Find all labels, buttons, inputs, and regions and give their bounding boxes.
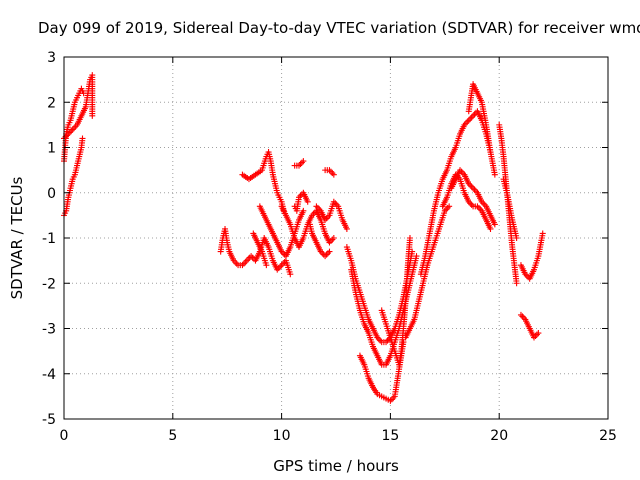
data-point	[475, 204, 482, 211]
data-point	[468, 114, 475, 121]
data-point	[487, 225, 494, 232]
data-point	[287, 271, 294, 278]
data-point	[330, 235, 337, 241]
axis-ticks: 0 5 10 15 20 25 -5 -4 -3 -2 -1 0 1 2 3	[42, 50, 617, 444]
data-point	[413, 253, 420, 260]
data-point	[263, 262, 270, 269]
data-point	[300, 207, 307, 214]
data-point	[233, 260, 240, 267]
y-tick-label: -1	[42, 231, 56, 247]
data-point	[384, 337, 391, 344]
data-point	[280, 260, 287, 267]
data-point	[535, 330, 542, 337]
data-point	[519, 313, 526, 320]
data-point	[325, 250, 332, 257]
data-point	[467, 115, 474, 122]
data-point	[491, 221, 498, 228]
y-tick-label: 3	[47, 50, 56, 66]
data-point	[300, 158, 307, 165]
data-point	[471, 111, 478, 118]
data-point	[248, 253, 255, 260]
y-tick-label: 2	[47, 95, 56, 111]
data-point	[249, 254, 256, 261]
data-point	[79, 135, 86, 142]
data-point	[470, 112, 477, 119]
y-axis-label: SDTVAR / TECUs	[8, 176, 26, 299]
data-point	[470, 185, 477, 192]
data-point	[327, 168, 334, 175]
data-point	[513, 235, 520, 241]
x-tick-label: 25	[599, 428, 617, 444]
data-point	[513, 280, 520, 287]
data-point	[517, 311, 524, 318]
data-point	[539, 230, 546, 237]
data-point	[245, 256, 252, 263]
data-point	[533, 331, 540, 338]
data-point	[491, 171, 498, 178]
data-point	[63, 132, 70, 139]
x-tick-label: 10	[273, 428, 291, 444]
data-point	[242, 259, 249, 266]
data-point	[240, 260, 247, 267]
data-point	[464, 118, 471, 125]
data-point	[297, 161, 304, 168]
y-tick-label: -4	[42, 367, 56, 383]
data-point	[71, 124, 78, 131]
data-point	[468, 201, 475, 208]
x-tick-label: 15	[381, 428, 399, 444]
data-point	[326, 248, 333, 255]
y-tick-label: 1	[47, 141, 56, 157]
y-tick-label: -3	[42, 322, 56, 338]
data-point	[323, 251, 330, 258]
data-point	[322, 253, 329, 260]
data-point	[444, 204, 451, 211]
x-tick-label: 0	[60, 428, 69, 444]
data-point	[329, 170, 336, 177]
data-point	[313, 203, 320, 210]
data-point	[388, 396, 395, 403]
data-point	[330, 171, 337, 178]
chart-title: Day 099 of 2019, Sidereal Day-to-day VTE…	[38, 19, 640, 37]
data-point	[471, 186, 478, 193]
data-point	[406, 235, 413, 241]
data-point	[277, 263, 284, 270]
data-point	[62, 133, 69, 140]
data-point	[243, 257, 250, 264]
data-point	[446, 203, 453, 210]
data-point	[329, 236, 336, 243]
data-point	[89, 112, 96, 119]
data-point	[343, 225, 350, 232]
data-point	[487, 149, 494, 156]
data-point	[468, 183, 475, 190]
data-point	[304, 198, 311, 205]
y-tick-label: 0	[47, 186, 56, 202]
data-point	[68, 127, 75, 134]
y-tick-label: -2	[42, 276, 56, 292]
data-point	[314, 204, 321, 211]
x-tick-label: 5	[168, 428, 177, 444]
x-tick-label: 20	[490, 428, 508, 444]
data-point	[298, 159, 305, 166]
x-axis-label: GPS time / hours	[273, 457, 399, 475]
data-point	[465, 117, 472, 124]
data-point	[377, 337, 384, 344]
data-points	[61, 72, 546, 404]
y-tick-label: -5	[42, 412, 56, 428]
